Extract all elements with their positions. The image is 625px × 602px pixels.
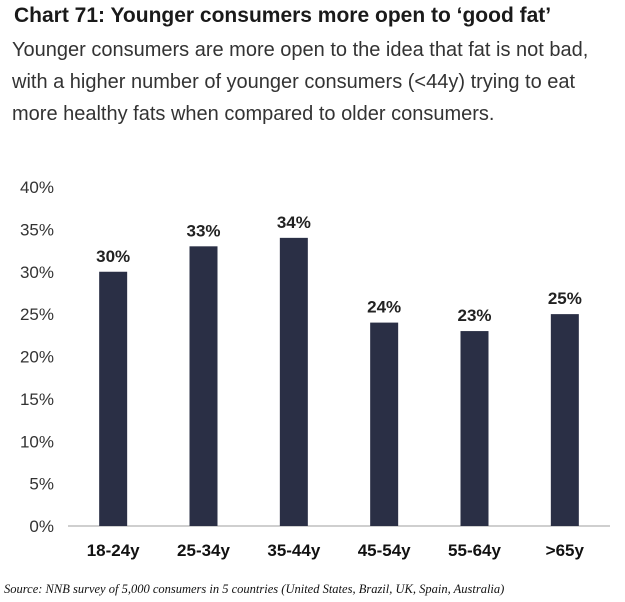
bars: 30% 33% 34% 24% 23% 25% — [96, 213, 582, 526]
data-label: 25% — [548, 289, 582, 308]
x-tick-label: 45-54y — [358, 541, 411, 560]
x-tick-label: 18-24y — [87, 541, 140, 560]
y-tick-label: 5% — [29, 475, 54, 494]
bar — [279, 237, 308, 526]
source-note: Source: NNB survey of 5,000 consumers in… — [4, 582, 505, 596]
y-tick-label: 20% — [20, 348, 54, 367]
data-label: 24% — [367, 298, 401, 317]
bar — [370, 322, 399, 526]
data-label: 30% — [96, 247, 130, 266]
y-tick-label: 30% — [20, 263, 54, 282]
chart-subtitle: Younger consumers are more open to the i… — [12, 39, 589, 125]
y-tick-label: 40% — [20, 178, 54, 197]
x-tick-label: 55-64y — [448, 541, 501, 560]
x-tick-label: 25-34y — [177, 541, 230, 560]
y-tick-label: 35% — [20, 220, 54, 239]
y-tick-label: 0% — [29, 517, 54, 536]
y-tick-label: 25% — [20, 305, 54, 324]
x-tick-label: >65y — [546, 541, 585, 560]
bar — [550, 314, 579, 526]
data-label: 33% — [186, 221, 220, 240]
data-label: 34% — [277, 213, 311, 232]
chart-title: Chart 71: Younger consumers more open to… — [14, 4, 552, 27]
y-tick-label: 10% — [20, 432, 54, 451]
x-axis: 18-24y 25-34y 35-44y 45-54y 55-64y >65y — [68, 525, 610, 560]
y-axis: 0% 5% 10% 15% 20% 25% 30% 35% 40% — [20, 178, 54, 536]
bar-chart: 0% 5% 10% 15% 20% 25% 30% 35% 40% 18-24y 25-34y 35… — [20, 178, 610, 560]
y-tick-label: 15% — [20, 390, 54, 409]
bar — [460, 331, 489, 526]
bar — [99, 271, 128, 526]
x-tick-label: 35-44y — [267, 541, 320, 560]
data-label: 23% — [457, 306, 491, 325]
bar — [189, 246, 218, 526]
